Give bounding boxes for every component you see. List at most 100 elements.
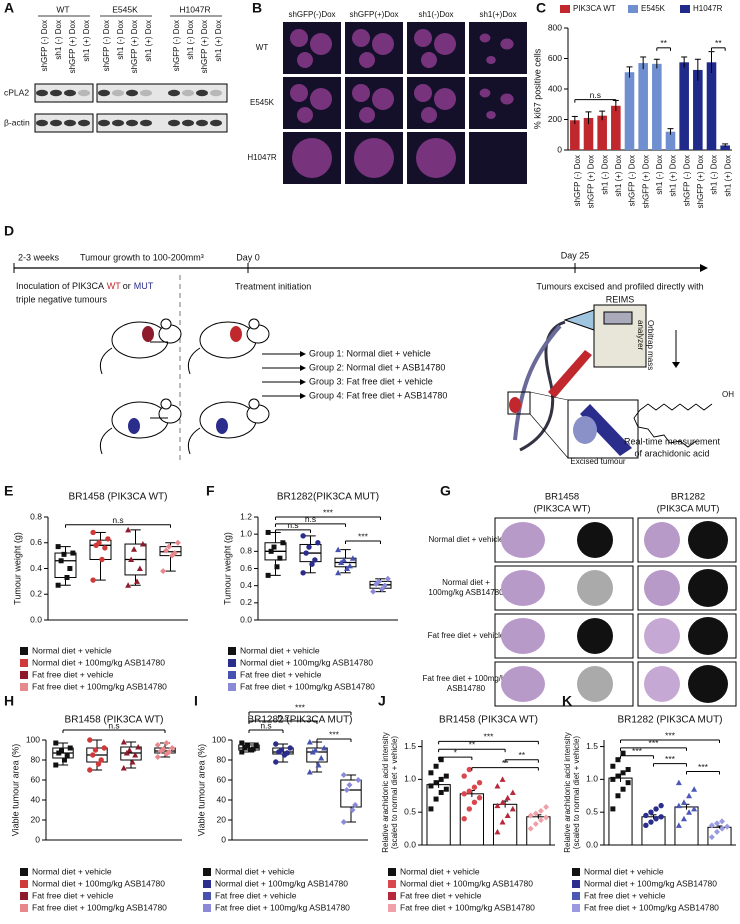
chart-title: BR1282(PIK3CA MUT) xyxy=(277,492,379,503)
tissue xyxy=(577,570,613,606)
label: Day 0 xyxy=(236,252,260,262)
legend-label: Fat free diet + vehicle xyxy=(400,890,482,900)
blot-band xyxy=(50,119,62,127)
y-axis-label: Tumour weight (g) xyxy=(222,532,232,605)
mouse xyxy=(199,401,257,439)
data-point xyxy=(428,806,434,812)
data-point xyxy=(125,526,132,533)
legend-swatch xyxy=(560,5,570,13)
blot-band xyxy=(168,119,180,127)
data-point xyxy=(70,550,76,556)
data-point xyxy=(287,745,293,751)
bar xyxy=(706,62,717,150)
data-point xyxy=(315,762,322,768)
legend-label: Normal diet + 100mg/kg ASB14780 xyxy=(584,878,717,888)
data-point xyxy=(169,745,176,751)
y-tick-label: 100 xyxy=(26,734,40,744)
data-point xyxy=(160,746,167,752)
tumour xyxy=(230,326,242,342)
blot-band xyxy=(64,89,76,97)
lane-label: sh1 (+) Dox xyxy=(144,20,153,62)
legend-label: Normal diet + vehicle xyxy=(584,866,664,876)
row-label: cPLA2 xyxy=(4,87,29,97)
data-point xyxy=(312,747,319,753)
x-tick-label: sh1 (+) Dox xyxy=(669,155,678,197)
data-point xyxy=(271,544,277,550)
data-point xyxy=(625,780,631,786)
data-point xyxy=(62,757,67,763)
tissue xyxy=(501,522,545,558)
y-tick-label: 0.0 xyxy=(240,614,252,624)
x-tick-label: sh1 (+) Dox xyxy=(614,155,623,197)
annotation: *** xyxy=(323,507,334,517)
x-tick-label: sh1 (-) Dox xyxy=(710,155,719,195)
label: Fat free diet + 100mg/kg xyxy=(423,674,510,683)
annotation: *** xyxy=(632,746,643,756)
data-point xyxy=(90,752,96,758)
data-point xyxy=(346,562,353,569)
legend-swatch xyxy=(388,868,396,876)
bar xyxy=(583,117,594,150)
legend-swatch xyxy=(388,880,396,888)
cell-cluster xyxy=(486,111,496,119)
legend-swatch xyxy=(203,868,211,876)
legend-label: Normal diet + 100mg/kg ASB14780 xyxy=(400,878,533,888)
data-point xyxy=(680,815,687,822)
data-point xyxy=(504,794,511,801)
y-tick-label: 0.8 xyxy=(30,511,42,521)
mouse xyxy=(160,398,172,410)
bar xyxy=(608,777,633,846)
tissue xyxy=(644,522,680,558)
annotation: *** xyxy=(665,730,676,740)
bar xyxy=(679,62,689,150)
lane-label: shGFP (+) Dox xyxy=(200,20,209,73)
data-point xyxy=(306,739,313,745)
data-point xyxy=(537,817,544,824)
y-tick-label: 800 xyxy=(548,22,562,32)
data-point xyxy=(154,742,161,748)
y-tick-label: 0.0 xyxy=(586,839,598,849)
data-point xyxy=(543,814,550,821)
data-point xyxy=(476,779,483,786)
data-point xyxy=(471,784,478,790)
legend-swatch xyxy=(572,868,580,876)
arrowhead xyxy=(672,362,680,368)
x-tick-label: sh1 (-) Dox xyxy=(655,155,664,195)
data-point xyxy=(335,546,342,553)
blot-band xyxy=(182,119,194,127)
image-frame xyxy=(494,661,634,707)
cell-cluster xyxy=(372,33,394,55)
data-point xyxy=(136,565,143,571)
tissue xyxy=(688,665,728,703)
data-point xyxy=(58,558,64,564)
label: Excised tumour xyxy=(570,457,625,466)
y-axis-label: Tumour weight (g) xyxy=(12,532,22,605)
y-tick-label: 1.5 xyxy=(404,741,416,751)
mouse-tail xyxy=(187,427,201,455)
legend-label: Normal diet + 100mg/kg ASB14780 xyxy=(32,657,165,667)
data-point xyxy=(239,749,245,755)
data-point xyxy=(101,745,107,751)
data-point xyxy=(713,828,720,835)
mouse xyxy=(248,318,260,330)
label: Treatment initiation xyxy=(235,281,311,291)
legend-label: Fat free diet + vehicle xyxy=(215,890,297,900)
panel-label: J xyxy=(378,693,386,709)
cell-cluster xyxy=(359,52,375,68)
data-point xyxy=(527,825,534,832)
data-point xyxy=(379,586,385,593)
column-label: shGFP(-)Dox xyxy=(288,10,335,19)
blot-band xyxy=(210,119,222,127)
group-label: E545K xyxy=(112,4,138,14)
data-point xyxy=(713,820,720,827)
data-point xyxy=(284,750,290,756)
inset-marker xyxy=(507,391,531,415)
blot-band xyxy=(140,89,152,97)
data-point xyxy=(277,555,283,561)
label: Group 4: Fat free diet + ASB14780 xyxy=(309,390,447,400)
blot-band xyxy=(78,119,90,127)
data-point xyxy=(280,540,286,546)
data-point xyxy=(253,742,259,748)
data-point xyxy=(59,747,64,753)
data-point xyxy=(64,752,70,758)
